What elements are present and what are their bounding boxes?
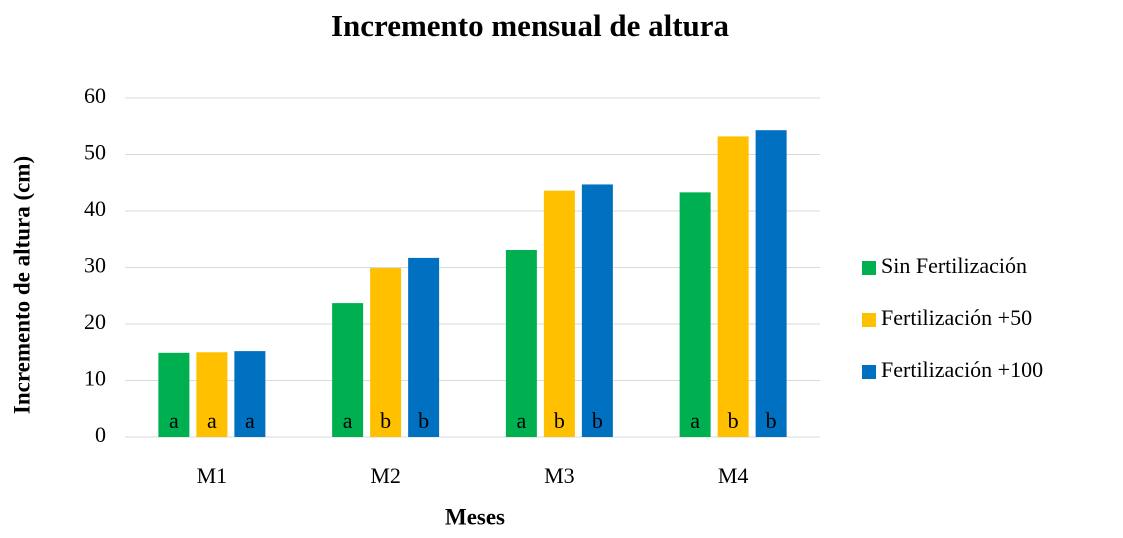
x-tick-label: M4 [718, 463, 749, 488]
chart-title: Incremento mensual de altura [331, 8, 730, 43]
y-tick-label: 60 [84, 83, 106, 108]
bar-letter: b [380, 408, 391, 433]
bar [332, 303, 364, 437]
bar-letter: a [207, 408, 217, 433]
x-tick-label: M3 [544, 463, 575, 488]
bar-letter: b [592, 408, 603, 433]
bar [370, 268, 402, 437]
bar-letter: a [169, 408, 179, 433]
legend-swatch [862, 313, 876, 327]
x-axis-label: Meses [445, 504, 505, 529]
legend-label: Sin Fertilización [881, 253, 1027, 278]
bar [408, 257, 440, 437]
bar [581, 184, 613, 437]
legend-swatch [862, 261, 876, 275]
y-tick-label: 10 [84, 366, 106, 391]
bar [158, 352, 190, 437]
bar [717, 136, 749, 438]
y-tick-label: 0 [95, 422, 106, 447]
y-tick-label: 20 [84, 309, 106, 334]
bar-letter: a [690, 408, 700, 433]
bar-letter: b [766, 408, 777, 433]
bar [234, 351, 266, 437]
y-axis-label: Incremento de altura (cm) [9, 156, 34, 414]
legend-label: Fertilización +100 [881, 357, 1043, 382]
bar-letter: b [728, 408, 739, 433]
y-tick-label: 40 [84, 196, 106, 221]
bar [505, 249, 537, 437]
bar-letter: a [245, 408, 255, 433]
y-tick-label: 50 [84, 140, 106, 165]
legend-swatch [862, 365, 876, 379]
x-tick-label: M2 [370, 463, 401, 488]
bar [755, 130, 787, 437]
bar-letter: a [516, 408, 526, 433]
bar [543, 190, 575, 437]
x-tick-label: M1 [197, 463, 228, 488]
legend-label: Fertilización +50 [881, 305, 1032, 330]
bar [679, 192, 711, 437]
bar [196, 352, 228, 437]
bar-letter: a [343, 408, 353, 433]
bar-letter: b [554, 408, 565, 433]
y-tick-label: 30 [84, 253, 106, 278]
bar-letter: b [418, 408, 429, 433]
